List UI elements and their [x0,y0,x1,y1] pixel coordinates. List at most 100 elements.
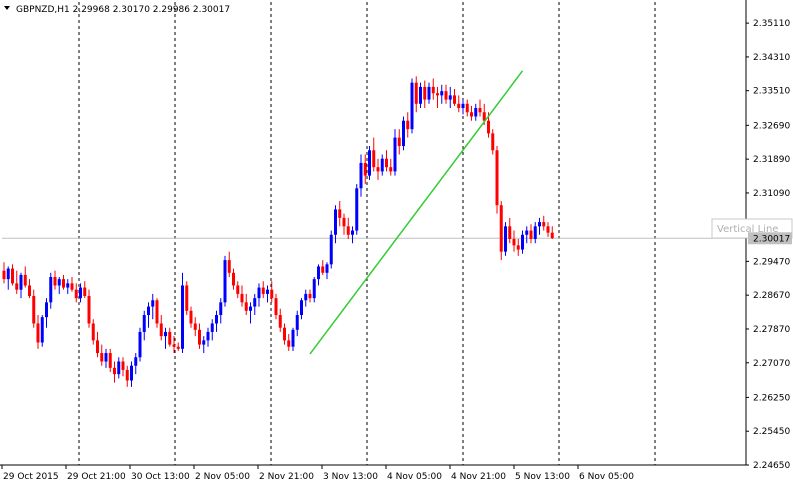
candle-bear [100,353,104,362]
grid-layer [78,2,656,465]
candle-bull [504,226,507,252]
current-price-label: 2.30017 [753,234,790,244]
candle-bull [79,287,82,299]
y-tick-label: 2.28670 [753,291,790,301]
candle-bull [538,222,541,227]
candle-bull [117,361,121,375]
trendline[interactable] [309,70,524,355]
candle-bear [189,310,193,324]
tooltip-text: Vertical Line [717,224,778,235]
x-tick-label: 5 Nov 13:00 [515,472,570,482]
candle-bear [508,226,512,239]
candle-bear [185,285,189,311]
y-tick-label: 2.24650 [753,461,790,471]
candle-bull [164,331,167,337]
candle-bull [295,315,299,330]
candle-bull [440,91,444,96]
candle-bear [83,287,87,297]
candle-bear [338,209,342,218]
y-tick-label: 2.27870 [753,325,790,335]
candle-bear [431,86,435,94]
x-tick-label: 4 Nov 05:00 [387,472,442,482]
candle-bear [91,323,95,341]
candle-bull [223,260,227,303]
candle-bear [453,95,456,104]
candle-bear [155,300,159,324]
candle-bear [444,91,448,100]
y-tick-label: 2.32690 [753,121,790,131]
candle-bear [121,361,125,370]
candle-bear [491,133,495,151]
candle-bull [393,137,397,172]
symbol-ohlc-label: GBPNZD,H1 2.29968 2.30170 2.29986 2.3001… [16,5,230,15]
current-price-box [748,232,792,245]
y-tick-label: 2.33510 [753,87,790,97]
candle-bull [6,268,10,280]
candle-bear [308,293,312,299]
candle-bull [351,230,354,235]
candle-bull [138,331,142,358]
candle-bear [62,279,65,288]
candle-bull [410,82,414,130]
trendline-layer[interactable] [309,70,524,355]
candle-bull [533,226,537,239]
candle-bear [87,296,91,324]
x-tick-label: 6 Nov 05:00 [579,472,634,482]
candle-bear [495,150,499,206]
candle-bear [482,112,486,121]
dropdown-triangle-icon[interactable] [4,6,10,10]
candle-bull [253,298,257,307]
candle-bear [487,120,490,134]
candle-bull [49,277,53,303]
candle-bull [219,302,223,316]
candle-bull [210,323,214,332]
candle-bull [521,234,524,250]
x-tick-label: 2 Nov 05:00 [195,472,250,482]
candle-bull [300,300,303,316]
candle-bear [108,353,112,368]
candle-bear [389,167,393,172]
y-tick-label: 2.25450 [753,427,790,437]
tick-labels-layer: 2.35110 2.34310 2.33510 2.32690 2.31890 2.310… [3,19,790,482]
candle-bear [232,272,235,286]
candle-bull [448,95,452,100]
candle-bear [457,103,461,109]
candle-bear [499,205,503,252]
x-tick-label: 2 Nov 21:00 [259,472,314,482]
candle-bear [342,217,346,227]
candle-bear [414,82,418,104]
candle-bull [325,264,329,273]
candle-bull [57,279,61,286]
candle-bear [516,245,520,250]
candle-bear [550,232,554,239]
current-price-marker: 2.30017 [748,232,792,245]
candle-bull [147,306,150,316]
candle-bear [23,274,27,286]
candle-bear [385,158,388,168]
candle-bear [542,222,546,227]
candle-bear [240,293,244,303]
y-tick-label: 2.34310 [753,53,790,63]
candle-bull [525,230,529,235]
candle-bull [206,331,210,341]
candle-bear [478,108,482,113]
candle-bull [474,108,478,117]
candle-bear [529,230,533,239]
candle-bear [512,238,516,246]
candle-bear [274,298,278,316]
candle-bear [53,277,57,286]
symbol-header[interactable]: GBPNZD,H1 2.29968 2.30170 2.29986 2.3001… [4,5,230,15]
candle-bull [134,357,138,366]
candle-bull [142,315,146,332]
candle-bear [278,315,282,328]
candle-bull [368,150,371,176]
candle-bear [96,340,99,354]
candle-bull [312,279,316,299]
candle-bear [372,150,376,168]
candle-bull [45,302,48,318]
candle-bear [363,162,367,176]
candle-bear [470,112,473,117]
candle-bear [176,346,180,349]
